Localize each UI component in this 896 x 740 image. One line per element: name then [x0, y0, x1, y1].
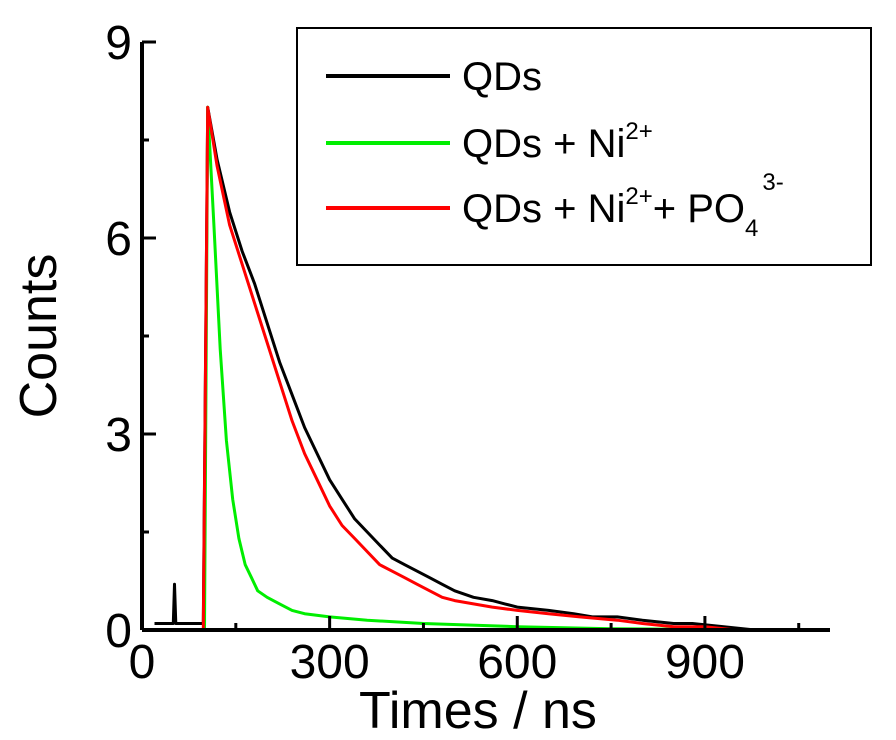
series-layer [154, 105, 762, 632]
x-axis-title: Times / ns [359, 682, 597, 740]
tick-layer: 0 300 600 900 0 3 6 9 [105, 17, 801, 689]
legend-label-qds-ni-sup: 2+ [625, 118, 652, 145]
y-tick-label-6: 6 [105, 213, 132, 266]
series-qds [154, 105, 756, 632]
series-qds-ni-po4 [201, 105, 737, 632]
y-tick-label-3: 3 [105, 409, 132, 462]
legend: QDs QDs + Ni2+ QDs + Ni2++ PO43- [296, 27, 872, 266]
legend-label-qds-ni-po4-main: QDs + Ni [462, 187, 625, 231]
legend-label-qds-ni-main: QDs + Ni [462, 122, 625, 166]
legend-label-qds-ni-po4-suffix: + PO [653, 187, 745, 231]
legend-box [296, 27, 872, 266]
y-tick-label-9: 9 [105, 17, 132, 70]
x-tick-label-300: 300 [290, 636, 370, 689]
legend-label-qds-ni-po4: QDs + Ni2++ PO43- [462, 169, 784, 242]
legend-label-qds-ni-po4-sup: 2+ [625, 183, 652, 210]
x-tick-label-0: 0 [129, 636, 156, 689]
y-axis-title: Counts [10, 254, 68, 419]
series-qds-ni [203, 105, 762, 632]
x-tick-label-600: 600 [477, 636, 557, 689]
legend-label-qds-ni-po4-sup2: 3- [762, 169, 783, 196]
x-tick-label-900: 900 [665, 636, 745, 689]
legend-label-qds-ni: QDs + Ni2+ [462, 118, 653, 166]
legend-label-qds-ni-po4-sub: 4 [745, 215, 758, 242]
y-tick-label-0: 0 [105, 605, 132, 658]
legend-label-qds: QDs [462, 55, 542, 99]
